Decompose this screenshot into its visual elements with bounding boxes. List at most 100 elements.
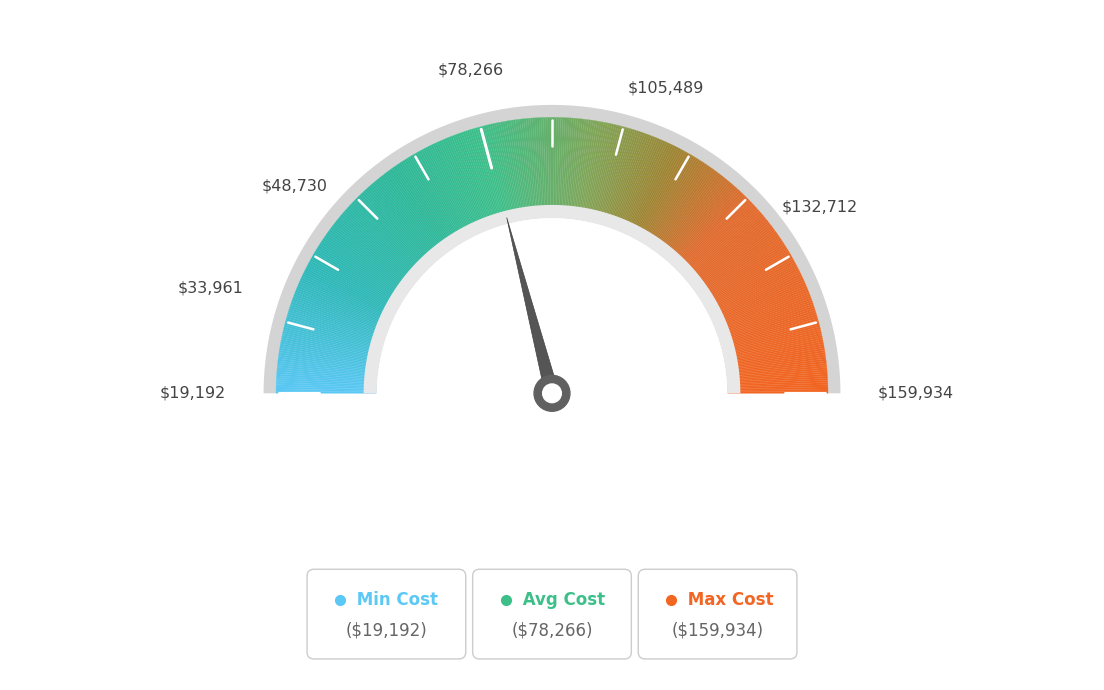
FancyBboxPatch shape [638,569,797,659]
Polygon shape [664,179,728,258]
Polygon shape [371,184,437,260]
Polygon shape [294,294,388,331]
Polygon shape [640,155,692,242]
Polygon shape [622,140,664,233]
Polygon shape [436,141,479,233]
Polygon shape [276,391,376,393]
Polygon shape [428,146,475,236]
Polygon shape [647,161,703,246]
Polygon shape [357,197,428,269]
Polygon shape [440,140,482,233]
Polygon shape [438,141,481,233]
Polygon shape [678,201,752,272]
Polygon shape [352,201,426,272]
Polygon shape [728,389,828,392]
Polygon shape [590,124,613,221]
Polygon shape [658,172,720,253]
Polygon shape [282,337,380,359]
Polygon shape [703,251,789,304]
Polygon shape [315,251,401,304]
Polygon shape [264,105,840,393]
Polygon shape [662,178,726,257]
Polygon shape [725,348,825,366]
Polygon shape [696,235,779,293]
Polygon shape [726,359,826,373]
Polygon shape [491,124,514,221]
Circle shape [534,375,570,411]
Polygon shape [643,157,697,244]
Polygon shape [384,172,446,253]
Polygon shape [396,164,454,248]
Polygon shape [475,128,505,224]
Polygon shape [680,204,755,274]
Polygon shape [699,241,784,298]
Polygon shape [477,127,506,224]
Polygon shape [721,316,818,346]
Polygon shape [617,137,656,230]
Polygon shape [629,146,676,236]
Polygon shape [614,135,651,229]
Polygon shape [285,320,382,348]
Polygon shape [276,384,376,389]
Polygon shape [353,199,426,271]
Polygon shape [562,118,570,218]
Polygon shape [280,344,379,363]
Polygon shape [567,118,578,218]
Polygon shape [652,166,711,249]
Text: $159,934: $159,934 [878,386,954,401]
Polygon shape [721,314,817,344]
Polygon shape [283,329,381,353]
Polygon shape [524,119,535,218]
Polygon shape [708,264,797,312]
Polygon shape [415,152,466,240]
Polygon shape [288,310,384,342]
Polygon shape [448,137,487,230]
Polygon shape [300,278,392,321]
Polygon shape [722,322,819,350]
Polygon shape [484,126,510,223]
Polygon shape [659,174,721,255]
Polygon shape [342,213,420,279]
Polygon shape [488,124,512,222]
Polygon shape [712,278,804,321]
Polygon shape [287,314,383,344]
Polygon shape [612,134,648,228]
Polygon shape [728,367,827,378]
Polygon shape [728,374,828,382]
Polygon shape [406,158,460,244]
Polygon shape [641,156,694,243]
Polygon shape [574,119,588,219]
Polygon shape [284,327,381,352]
Polygon shape [328,231,410,291]
Polygon shape [528,118,538,218]
Polygon shape [277,372,376,381]
Polygon shape [553,117,556,217]
Polygon shape [580,121,597,219]
Polygon shape [607,132,641,227]
Text: $105,489: $105,489 [627,81,703,95]
Text: $19,192: $19,192 [160,386,226,401]
Polygon shape [361,192,432,266]
Polygon shape [417,151,467,240]
Polygon shape [276,376,376,384]
Polygon shape [278,357,378,371]
Polygon shape [594,126,620,223]
Polygon shape [701,246,786,300]
Polygon shape [693,229,775,290]
Polygon shape [694,231,776,291]
Polygon shape [725,346,825,364]
Polygon shape [592,124,616,222]
Polygon shape [296,288,390,327]
Polygon shape [724,339,824,360]
Polygon shape [683,209,760,277]
Polygon shape [728,387,828,391]
Polygon shape [543,117,548,217]
Polygon shape [522,119,534,219]
Polygon shape [704,257,793,307]
Text: ($19,192): ($19,192) [346,622,427,640]
Polygon shape [376,179,440,258]
Polygon shape [728,378,828,385]
Polygon shape [378,178,442,257]
Polygon shape [661,177,724,256]
Polygon shape [636,150,684,239]
